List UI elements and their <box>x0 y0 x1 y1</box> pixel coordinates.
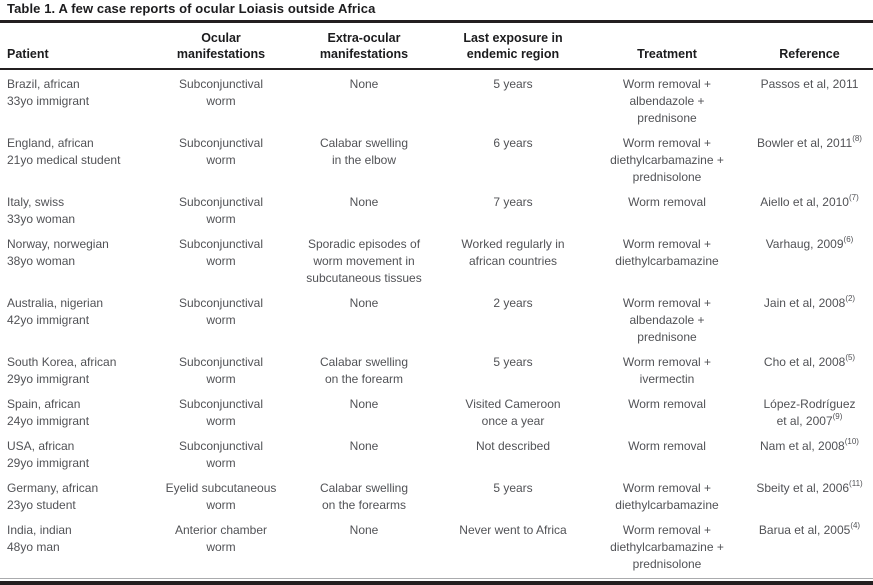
treatment-cell: Worm removal <box>628 195 706 209</box>
ocular-cell: Subconjunctival worm <box>178 77 264 108</box>
table-title: Table 1. A few case reports of ocular Lo… <box>7 1 376 16</box>
reference-cell: Cho et al, 2008(5) <box>763 353 856 370</box>
reference-number: (4) <box>850 521 861 530</box>
patient-cell: England, african 21yo medical student <box>7 136 121 167</box>
last-exposure-cell: Never went to Africa <box>459 523 567 537</box>
table-row: Brazil, african 33yo immigrant Subconjunc… <box>0 69 873 131</box>
reference-number: (5) <box>845 353 856 362</box>
patient-cell: Australia, nigerian 42yo immigrant <box>7 296 104 327</box>
ocular-cell: Subconjunctival worm <box>178 237 264 268</box>
treatment-cell: Worm removal + diethylcarbamazine + pred… <box>610 136 724 184</box>
column-header-reference: Reference <box>779 47 840 61</box>
reference-number: (6) <box>843 235 854 244</box>
last-exposure-cell: 5 years <box>493 481 533 495</box>
extra-ocular-cell: Sporadic episodes of worm movement in su… <box>306 237 422 285</box>
ocular-cell: Subconjunctival worm <box>178 397 264 428</box>
data-table: Patient Ocular manifestations Extra-ocular… <box>0 23 873 577</box>
patient-cell: Norway, norwegian 38yo woman <box>7 237 109 268</box>
ocular-cell: Subconjunctival worm <box>178 355 264 386</box>
ocular-cell: Subconjunctival worm <box>178 195 264 226</box>
ocular-cell: Anterior chamber worm <box>174 523 268 554</box>
treatment-cell: Worm removal + albendazole + prednisone <box>622 77 712 125</box>
last-exposure-cell: Not described <box>475 439 551 453</box>
last-exposure-cell: Worked regularly in african countries <box>461 237 565 268</box>
reference-cell: Bowler et al, 2011(8) <box>757 134 862 151</box>
table-row: Italy, swiss 33yo woman Subconjunctival w… <box>0 190 873 232</box>
treatment-cell: Worm removal + diethylcarbamazine + pred… <box>610 523 724 571</box>
reference-cell: Aiello et al, 2010(7) <box>760 193 859 210</box>
column-header-extra_ocular: Extra-ocular manifestations <box>319 31 409 61</box>
table-row: Germany, african 23yo student Eyelid subc… <box>0 476 873 518</box>
reference-cell: Nam et al, 2008(10) <box>760 437 859 454</box>
reference-cell: Jain et al, 2008(2) <box>763 294 856 311</box>
last-exposure-cell: 7 years <box>493 195 533 209</box>
reference-number: (11) <box>849 479 863 488</box>
extra-ocular-cell: Calabar swelling on the forearms <box>319 481 409 512</box>
header-row: Patient Ocular manifestations Extra-ocular… <box>0 23 873 69</box>
treatment-cell: Worm removal <box>628 439 706 453</box>
treatment-cell: Worm removal + albendazole + prednisone <box>622 296 712 344</box>
last-exposure-cell: 2 years <box>493 296 533 310</box>
reference-cell: Varhaug, 2009(6) <box>765 235 854 252</box>
extra-ocular-cell: None <box>349 296 379 310</box>
ocular-cell: Eyelid subcutaneous worm <box>165 481 277 512</box>
table-row: India, indian 48yo man Anterior chamber w… <box>0 518 873 577</box>
bottom-rule-thin <box>0 578 873 579</box>
table-row: USA, african 29yo immigrant Subconjunctiv… <box>0 434 873 476</box>
last-exposure-cell: Visited Cameroon once a year <box>465 397 561 428</box>
patient-cell: India, indian 48yo man <box>7 523 72 554</box>
last-exposure-cell: 5 years <box>493 355 533 369</box>
table-header: Patient Ocular manifestations Extra-ocular… <box>0 23 873 69</box>
extra-ocular-cell: None <box>349 77 379 91</box>
treatment-cell: Worm removal <box>628 397 706 411</box>
last-exposure-cell: 6 years <box>493 136 533 150</box>
extra-ocular-cell: Calabar swelling in the elbow <box>319 136 409 167</box>
patient-cell: Spain, african 24yo immigrant <box>7 397 90 428</box>
patient-cell: South Korea, african 29yo immigrant <box>7 355 117 386</box>
extra-ocular-cell: None <box>349 439 379 453</box>
table-body: Brazil, african 33yo immigrant Subconjunc… <box>0 69 873 577</box>
patient-cell: USA, african 29yo immigrant <box>7 439 90 470</box>
table-row: England, african 21yo medical student Sub… <box>0 131 873 190</box>
table-row: Australia, nigerian 42yo immigrant Subcon… <box>0 291 873 350</box>
reference-cell: López-Rodríguez et al, 2007(9) <box>763 397 856 428</box>
reference-cell: Passos et al, 2011 <box>760 77 859 91</box>
column-header-patient: Patient <box>7 47 49 61</box>
patient-cell: Germany, african 23yo student <box>7 481 99 512</box>
last-exposure-cell: 5 years <box>493 77 533 91</box>
treatment-cell: Worm removal + ivermectin <box>622 355 712 386</box>
patient-cell: Brazil, african 33yo immigrant <box>7 77 90 108</box>
reference-number: (8) <box>852 134 862 143</box>
ocular-cell: Subconjunctival worm <box>178 439 264 470</box>
reference-cell: Sbeity et al, 2006(11) <box>756 479 863 496</box>
treatment-cell: Worm removal + diethylcarbamazine <box>615 481 719 512</box>
ocular-cell: Subconjunctival worm <box>178 296 264 327</box>
reference-cell: Barua et al, 2005(4) <box>758 521 861 538</box>
extra-ocular-cell: None <box>349 397 379 411</box>
column-header-last_exposure: Last exposure in endemic region <box>463 31 563 61</box>
reference-number: (2) <box>845 294 856 303</box>
table-row: Norway, norwegian 38yo woman Subconjuncti… <box>0 232 873 291</box>
extra-ocular-cell: None <box>349 195 379 209</box>
table-row: Spain, african 24yo immigrant Subconjunct… <box>0 392 873 434</box>
ocular-cell: Subconjunctival worm <box>178 136 264 167</box>
column-header-treatment: Treatment <box>637 47 697 61</box>
title-rule <box>0 20 873 23</box>
reference-number: (7) <box>848 193 859 202</box>
treatment-cell: Worm removal + diethylcarbamazine <box>615 237 719 268</box>
table-row: South Korea, african 29yo immigrant Subco… <box>0 350 873 392</box>
patient-cell: Italy, swiss 33yo woman <box>7 195 76 226</box>
extra-ocular-cell: Calabar swelling on the forearm <box>319 355 409 386</box>
reference-number: (10) <box>844 437 859 446</box>
extra-ocular-cell: None <box>349 523 379 537</box>
column-header-ocular: Ocular manifestations <box>176 31 266 61</box>
reference-number: (9) <box>832 412 843 421</box>
